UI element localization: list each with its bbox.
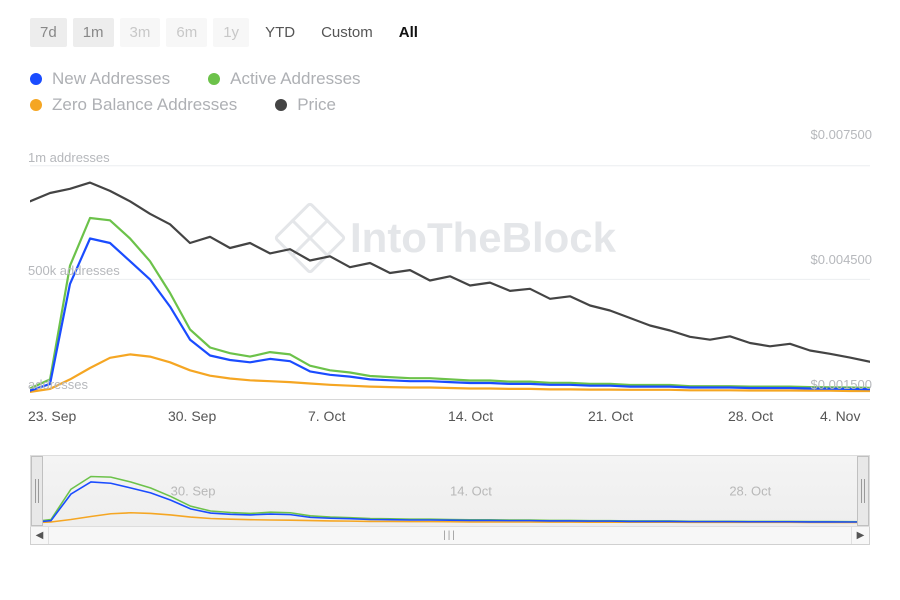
chevron-right-icon: ▶ — [857, 530, 865, 541]
legend-label: Active Addresses — [230, 69, 360, 89]
y-right-tick: $0.004500 — [811, 252, 872, 267]
x-tick: 4. Nov — [820, 408, 860, 424]
navigator-scrollbar[interactable]: ◀ ||| ▶ — [30, 527, 870, 545]
legend-dot-icon — [208, 73, 220, 85]
scrollbar-left-arrow[interactable]: ◀ — [31, 527, 49, 544]
legend-item-new_addresses[interactable]: New Addresses — [30, 69, 170, 89]
scrollbar-track[interactable]: ||| — [49, 530, 851, 541]
range-ytd-button[interactable]: YTD — [255, 18, 305, 47]
legend-item-active_addresses[interactable]: Active Addresses — [208, 69, 360, 89]
scrollbar-right-arrow[interactable]: ▶ — [851, 527, 869, 544]
legend: New Addresses Active Addresses Zero Balanc… — [30, 69, 590, 115]
x-tick: 7. Oct — [308, 408, 345, 424]
legend-dot-icon — [275, 99, 287, 111]
navigator-handle-left[interactable] — [31, 456, 43, 526]
navigator-handle-right[interactable] — [857, 456, 869, 526]
x-tick: 21. Oct — [588, 408, 633, 424]
legend-dot-icon — [30, 73, 42, 85]
x-axis: 23. Sep 30. Sep 7. Oct 14. Oct 21. Oct 28. Oc… — [30, 399, 870, 427]
range-6m-button: 6m — [166, 18, 207, 47]
range-1y-button: 1y — [213, 18, 249, 47]
y-left-tick: addresses — [28, 377, 88, 392]
main-chart: IntoTheBlock 1m addresses500k addressesa… — [30, 143, 870, 393]
legend-label: Price — [297, 95, 336, 115]
x-tick: 30. Sep — [168, 408, 216, 424]
legend-item-price[interactable]: Price — [275, 95, 336, 115]
range-3m-button: 3m — [120, 18, 161, 47]
time-range-selector: 7d1m3m6m1yYTDCustomAll — [30, 18, 870, 47]
x-tick: 14. Oct — [448, 408, 493, 424]
navigator-chart[interactable]: 30. Sep 14. Oct 28. Oct — [30, 455, 870, 527]
range-1m-button[interactable]: 1m — [73, 18, 114, 47]
legend-item-zero_balance_addresses[interactable]: Zero Balance Addresses — [30, 95, 237, 115]
legend-label: New Addresses — [52, 69, 170, 89]
range-7d-button[interactable]: 7d — [30, 18, 67, 47]
scrollbar-grip-icon: ||| — [443, 530, 457, 541]
x-tick: 28. Oct — [728, 408, 773, 424]
y-right-tick: $0.001500 — [811, 377, 872, 392]
y-left-tick: 500k addresses — [28, 263, 120, 278]
chart-svg — [30, 143, 870, 393]
navigator[interactable]: 30. Sep 14. Oct 28. Oct ◀ ||| ▶ — [30, 455, 870, 545]
legend-dot-icon — [30, 99, 42, 111]
navigator-x-tick: 28. Oct — [729, 484, 771, 499]
y-left-tick: 1m addresses — [28, 150, 110, 165]
x-tick: 23. Sep — [28, 408, 76, 424]
legend-label: Zero Balance Addresses — [52, 95, 237, 115]
chevron-left-icon: ◀ — [36, 530, 44, 541]
navigator-x-tick: 30. Sep — [171, 484, 216, 499]
y-right-tick: $0.007500 — [811, 127, 872, 142]
navigator-x-tick: 14. Oct — [450, 484, 492, 499]
range-custom-button[interactable]: Custom — [311, 18, 383, 47]
range-all-button[interactable]: All — [389, 18, 428, 47]
